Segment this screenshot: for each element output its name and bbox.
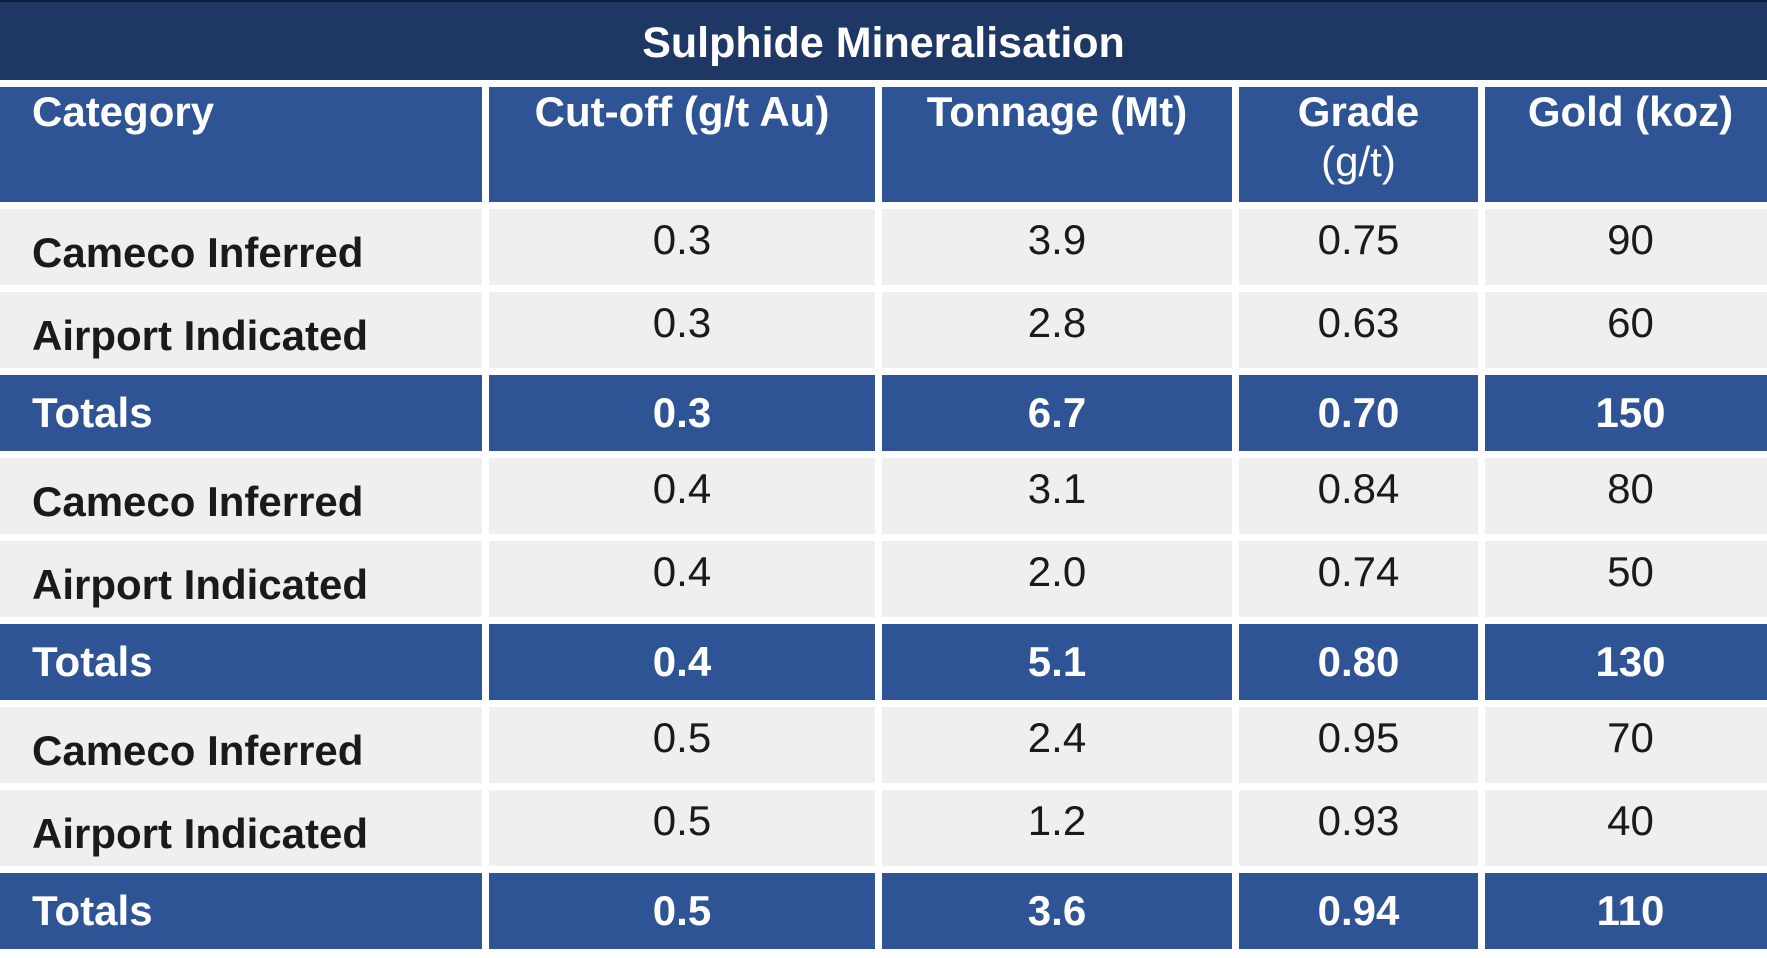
header-row: Category Cut-off (g/t Au) Tonnage (Mt) G… — [0, 87, 1767, 202]
grade-cell: 0.84 — [1239, 458, 1478, 534]
tonnage-cell: 2.8 — [882, 292, 1232, 368]
category-cell: Airport Indicated — [0, 541, 482, 617]
totals-row: Totals 0.5 3.6 0.94 110 — [0, 873, 1767, 949]
grade-cell: 0.95 — [1239, 707, 1478, 783]
grade-cell: 0.63 — [1239, 292, 1478, 368]
table-row: Airport Indicated 0.3 2.8 0.63 60 — [0, 292, 1767, 368]
table-row: Airport Indicated 0.4 2.0 0.74 50 — [0, 541, 1767, 617]
tonnage-cell: 3.9 — [882, 209, 1232, 285]
grade-cell: 0.70 — [1239, 375, 1478, 451]
cutoff-cell: 0.4 — [489, 458, 875, 534]
grade-cell: 0.74 — [1239, 541, 1478, 617]
cutoff-cell: 0.4 — [489, 624, 875, 700]
gold-cell: 130 — [1485, 624, 1767, 700]
gold-cell: 50 — [1485, 541, 1767, 617]
cutoff-cell: 0.5 — [489, 873, 875, 949]
cutoff-cell: 0.4 — [489, 541, 875, 617]
header-grade-line1: Grade — [1297, 88, 1420, 135]
table-row: Cameco Inferred 0.4 3.1 0.84 80 — [0, 458, 1767, 534]
header-cutoff: Cut-off (g/t Au) — [489, 87, 875, 202]
category-cell: Totals — [0, 624, 482, 700]
tonnage-cell: 2.4 — [882, 707, 1232, 783]
header-category: Category — [0, 87, 482, 202]
gold-cell: 80 — [1485, 458, 1767, 534]
category-cell: Cameco Inferred — [0, 707, 482, 783]
totals-row: Totals 0.3 6.7 0.70 150 — [0, 375, 1767, 451]
cutoff-cell: 0.3 — [489, 292, 875, 368]
table-body: Cameco Inferred 0.3 3.9 0.75 90 Airport Indic… — [0, 209, 1767, 949]
tonnage-cell: 5.1 — [882, 624, 1232, 700]
tonnage-cell: 3.6 — [882, 873, 1232, 949]
tonnage-cell: 2.0 — [882, 541, 1232, 617]
grade-cell: 0.75 — [1239, 209, 1478, 285]
grade-cell: 0.94 — [1239, 873, 1478, 949]
gold-cell: 150 — [1485, 375, 1767, 451]
cutoff-cell: 0.3 — [489, 375, 875, 451]
header-gold: Gold (koz) — [1485, 87, 1767, 202]
tonnage-cell: 6.7 — [882, 375, 1232, 451]
gold-cell: 60 — [1485, 292, 1767, 368]
grade-cell: 0.93 — [1239, 790, 1478, 866]
category-cell: Cameco Inferred — [0, 209, 482, 285]
resource-table: Category Cut-off (g/t Au) Tonnage (Mt) G… — [0, 80, 1767, 956]
tonnage-cell: 1.2 — [882, 790, 1232, 866]
gold-cell: 40 — [1485, 790, 1767, 866]
category-cell: Totals — [0, 375, 482, 451]
table-title: Sulphide Mineralisation — [0, 0, 1767, 80]
header-tonnage: Tonnage (Mt) — [882, 87, 1232, 202]
gold-cell: 90 — [1485, 209, 1767, 285]
cutoff-cell: 0.5 — [489, 707, 875, 783]
cutoff-cell: 0.5 — [489, 790, 875, 866]
cutoff-cell: 0.3 — [489, 209, 875, 285]
gold-cell: 110 — [1485, 873, 1767, 949]
grade-cell: 0.80 — [1239, 624, 1478, 700]
totals-row: Totals 0.4 5.1 0.80 130 — [0, 624, 1767, 700]
category-cell: Cameco Inferred — [0, 458, 482, 534]
category-cell: Airport Indicated — [0, 292, 482, 368]
table-row: Cameco Inferred 0.5 2.4 0.95 70 — [0, 707, 1767, 783]
category-cell: Airport Indicated — [0, 790, 482, 866]
header-grade-line2: (g/t) — [1321, 138, 1396, 185]
table-row: Cameco Inferred 0.3 3.9 0.75 90 — [0, 209, 1767, 285]
table-row: Airport Indicated 0.5 1.2 0.93 40 — [0, 790, 1767, 866]
category-cell: Totals — [0, 873, 482, 949]
tonnage-cell: 3.1 — [882, 458, 1232, 534]
gold-cell: 70 — [1485, 707, 1767, 783]
header-grade: Grade (g/t) — [1239, 87, 1478, 202]
